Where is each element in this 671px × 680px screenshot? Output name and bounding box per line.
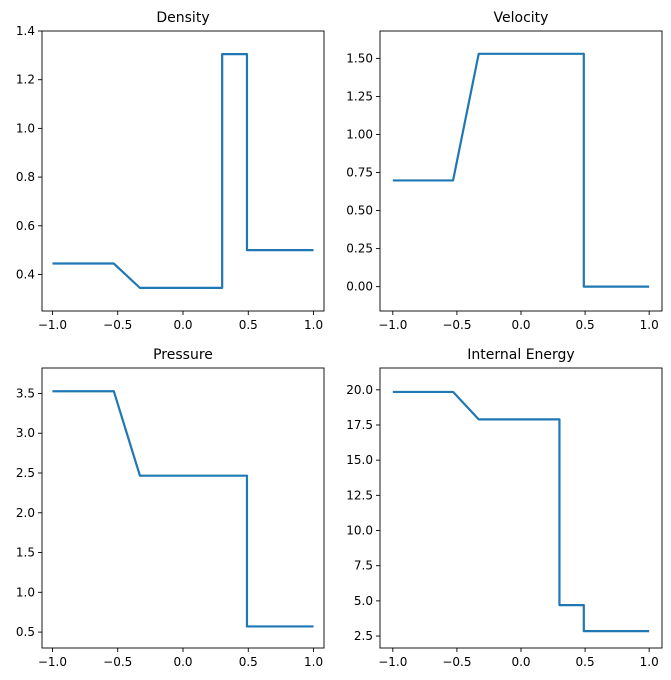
velocity-panel: Velocity −1.0 −0.5 0.0 0.5 1.0 0.00 0.25 0.50 0.… — [346, 10, 663, 332]
pressure-x-tick-label: −0.5 — [103, 655, 132, 669]
density-x-tick-label: 0.5 — [239, 318, 258, 332]
velocity-y-tick-label: 0.00 — [346, 280, 373, 294]
internal-energy-title: Internal Energy — [467, 347, 574, 363]
internal-energy-x-tick-label: 1.0 — [640, 655, 659, 669]
density-panel: Density −1.0 −0.5 0.0 0.5 1.0 0.4 0.6 0.8 1.0 1.2… — [16, 10, 325, 332]
velocity-x-tick-label: −1.0 — [378, 318, 407, 332]
internal-energy-x-tick-label: −0.5 — [442, 655, 471, 669]
pressure-y-tick-label: 0.5 — [16, 625, 35, 639]
internal-energy-panel: Internal Energy −1.0 −0.5 0.0 0.5 1.0 2.5 5.0 7… — [346, 347, 663, 669]
pressure-x-tick-label: 1.0 — [304, 655, 323, 669]
internal-energy-y-tick-label: 2.5 — [354, 629, 373, 643]
internal-energy-y-tick-label: 20.0 — [346, 383, 373, 397]
density-y-tick-label: 1.4 — [16, 24, 35, 38]
velocity-x-tick-label: 0.0 — [511, 318, 530, 332]
pressure-y-tick-label: 2.0 — [16, 506, 35, 520]
pressure-x-tick-label: 0.5 — [239, 655, 258, 669]
pressure-series-line — [52, 390, 314, 628]
internal-energy-series-line — [392, 390, 650, 633]
internal-energy-y-tick-label: 7.5 — [354, 559, 373, 573]
density-y-tick-label: 0.4 — [16, 267, 35, 281]
internal-energy-y-tick-label: 17.5 — [346, 418, 373, 432]
internal-energy-y-tick-label: 5.0 — [354, 594, 373, 608]
pressure-y-tick-label: 1.5 — [16, 546, 35, 560]
density-y-tick-label: 1.2 — [16, 73, 35, 87]
pressure-title: Pressure — [153, 347, 213, 363]
velocity-x-tick-label: −0.5 — [442, 318, 471, 332]
density-y-tick-label: 1.0 — [16, 121, 35, 135]
velocity-y-tick-label: 0.75 — [346, 166, 373, 180]
density-title: Density — [156, 10, 209, 26]
density-x-tick-label: 1.0 — [304, 318, 323, 332]
density-x-tick-label: −1.0 — [38, 318, 67, 332]
internal-energy-x-tick-label: −1.0 — [378, 655, 407, 669]
density-y-tick-label: 0.6 — [16, 219, 35, 233]
velocity-series-line — [392, 52, 650, 288]
pressure-panel: Pressure −1.0 −0.5 0.0 0.5 1.0 0.5 1.0 1.5 2.0 2.… — [16, 347, 325, 669]
pressure-x-tick-label: 0.0 — [173, 655, 192, 669]
velocity-title: Velocity — [494, 10, 549, 26]
pressure-y-tick-label: 2.5 — [16, 466, 35, 480]
velocity-y-tick-label: 1.25 — [346, 89, 373, 103]
pressure-x-tick-label: −1.0 — [38, 655, 67, 669]
density-x-tick-label: −0.5 — [103, 318, 132, 332]
internal-energy-y-tick-label: 10.0 — [346, 524, 373, 538]
pressure-y-tick-label: 3.5 — [16, 386, 35, 400]
density-y-tick-label: 0.8 — [16, 170, 35, 184]
density-x-tick-label: 0.0 — [173, 318, 192, 332]
velocity-x-tick-label: 0.5 — [576, 318, 595, 332]
velocity-y-tick-label: 0.50 — [346, 204, 373, 218]
velocity-y-tick-label: 0.25 — [346, 242, 373, 256]
internal-energy-x-tick-label: 0.5 — [576, 655, 595, 669]
internal-energy-y-tick-label: 12.5 — [346, 488, 373, 502]
pressure-y-tick-label: 3.0 — [16, 426, 35, 440]
internal-energy-x-tick-label: 0.0 — [511, 655, 530, 669]
velocity-y-tick-label: 1.50 — [346, 51, 373, 65]
internal-energy-y-tick-label: 15.0 — [346, 453, 373, 467]
density-series-line — [52, 53, 314, 289]
velocity-x-tick-label: 1.0 — [640, 318, 659, 332]
pressure-y-tick-label: 1.0 — [16, 585, 35, 599]
velocity-y-tick-label: 1.00 — [346, 127, 373, 141]
